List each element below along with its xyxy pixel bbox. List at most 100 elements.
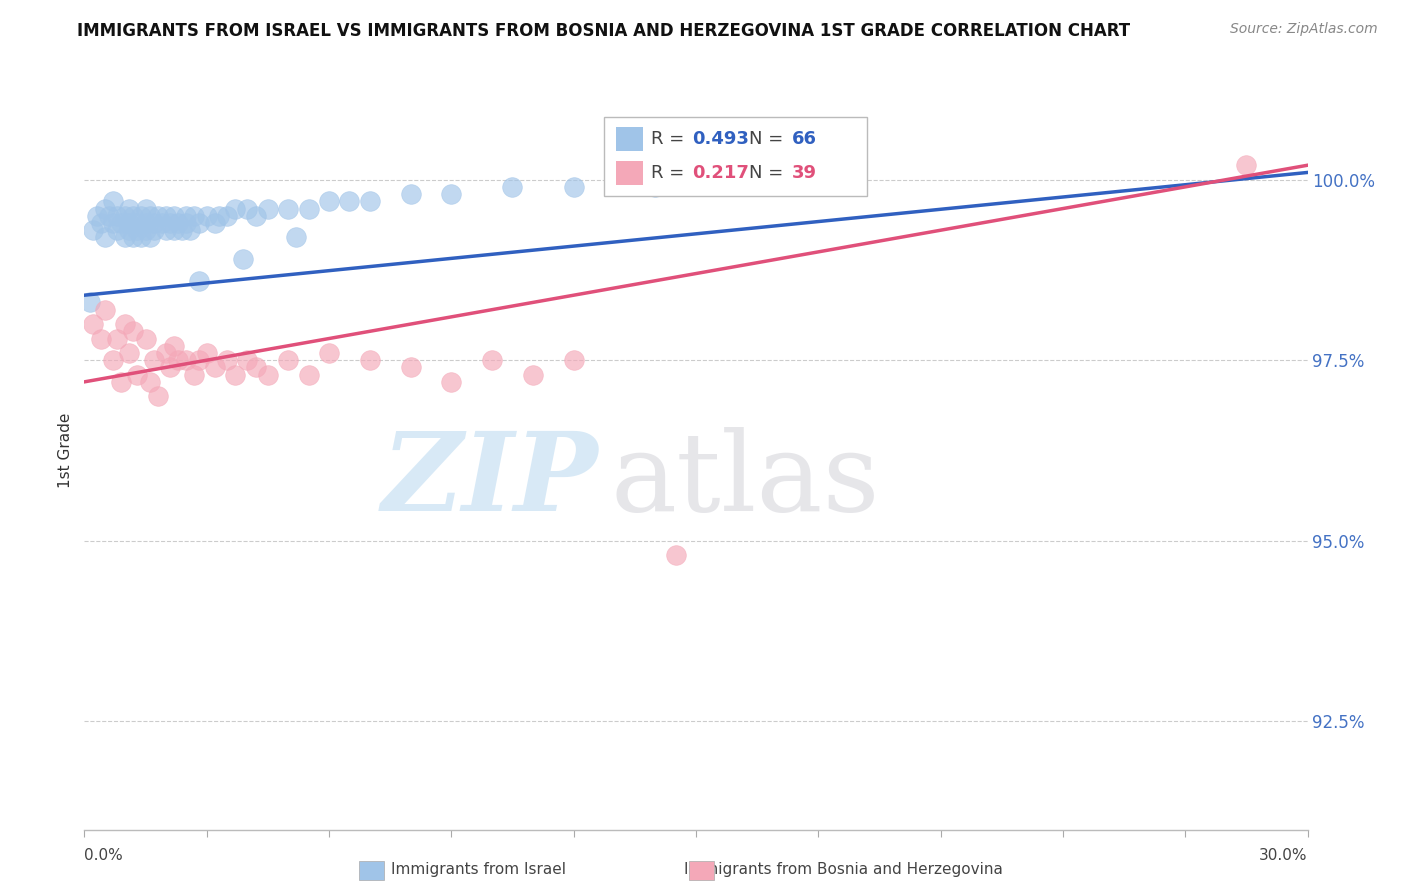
Text: 39: 39 [792, 164, 817, 182]
Point [187, 353, 209, 368]
Text: Immigrants from Israel: Immigrants from Israel [391, 863, 565, 877]
Point [97, 209, 120, 223]
Point [122, 209, 145, 223]
Point [502, 180, 524, 194]
Point [131, 209, 153, 223]
Point [208, 209, 231, 223]
Text: 0.217: 0.217 [692, 164, 749, 182]
Text: Source: ZipAtlas.com: Source: ZipAtlas.com [1230, 22, 1378, 37]
Point [86, 209, 108, 223]
Text: 66: 66 [792, 130, 817, 148]
Point [224, 202, 246, 216]
Text: atlas: atlas [610, 427, 880, 534]
Point [440, 375, 463, 389]
Point [118, 346, 141, 360]
Point [318, 346, 340, 360]
Point [217, 353, 239, 368]
Point [217, 209, 239, 223]
Point [245, 209, 267, 223]
Point [90, 332, 112, 346]
Point [79, 295, 101, 310]
Point [174, 216, 197, 230]
Point [110, 375, 132, 389]
Point [285, 230, 308, 244]
Point [110, 216, 132, 230]
Point [82, 223, 104, 237]
Point [359, 353, 381, 368]
Point [93, 230, 115, 244]
Point [298, 202, 321, 216]
Point [245, 360, 267, 375]
Point [114, 209, 136, 223]
Point [159, 360, 181, 375]
Point [277, 353, 299, 368]
Point [298, 368, 321, 382]
Point [118, 223, 141, 237]
Point [105, 209, 128, 223]
Point [257, 202, 280, 216]
Point [562, 353, 585, 368]
Point [204, 360, 226, 375]
Text: ZIP: ZIP [381, 427, 598, 534]
Point [114, 317, 136, 331]
Point [187, 274, 209, 288]
Point [122, 324, 145, 338]
Point [82, 317, 104, 331]
Point [562, 180, 585, 194]
Point [105, 332, 128, 346]
Point [163, 209, 186, 223]
Point [232, 252, 254, 266]
Y-axis label: 1st Grade: 1st Grade [58, 413, 73, 488]
Point [204, 216, 226, 230]
Text: 0.0%: 0.0% [84, 847, 124, 863]
Point [146, 389, 169, 403]
Point [90, 216, 112, 230]
Point [114, 230, 136, 244]
Point [183, 209, 205, 223]
FancyBboxPatch shape [605, 117, 868, 196]
Text: 0.493: 0.493 [692, 130, 749, 148]
Point [163, 339, 186, 353]
Point [135, 202, 157, 216]
Bar [616, 127, 644, 151]
Point [135, 223, 157, 237]
Text: 30.0%: 30.0% [1260, 847, 1308, 863]
Bar [616, 161, 644, 186]
Point [93, 202, 115, 216]
Point [101, 353, 124, 368]
Point [127, 368, 149, 382]
Point [167, 353, 190, 368]
Point [187, 216, 209, 230]
Point [155, 209, 177, 223]
Point [665, 548, 688, 562]
Text: IMMIGRANTS FROM ISRAEL VS IMMIGRANTS FROM BOSNIA AND HERZEGOVINA 1ST GRADE CORRE: IMMIGRANTS FROM ISRAEL VS IMMIGRANTS FRO… [77, 22, 1130, 40]
Point [135, 332, 157, 346]
Point [224, 368, 246, 382]
Point [195, 346, 218, 360]
Point [159, 216, 181, 230]
Point [105, 223, 128, 237]
Point [122, 230, 145, 244]
Point [277, 202, 299, 216]
Point [101, 216, 124, 230]
Point [138, 230, 160, 244]
Point [167, 216, 190, 230]
Text: N =: N = [748, 130, 789, 148]
Point [399, 187, 422, 202]
Point [163, 223, 186, 237]
Point [155, 346, 177, 360]
Point [138, 209, 160, 223]
Text: Immigrants from Bosnia and Herzegovina: Immigrants from Bosnia and Herzegovina [685, 863, 1002, 877]
Point [522, 368, 544, 382]
Point [155, 223, 177, 237]
Point [93, 302, 115, 317]
Point [179, 223, 201, 237]
Point [399, 360, 422, 375]
Point [257, 368, 280, 382]
Point [318, 194, 340, 209]
Point [101, 194, 124, 209]
Point [236, 202, 259, 216]
Point [142, 223, 165, 237]
Point [118, 216, 141, 230]
Point [183, 368, 205, 382]
